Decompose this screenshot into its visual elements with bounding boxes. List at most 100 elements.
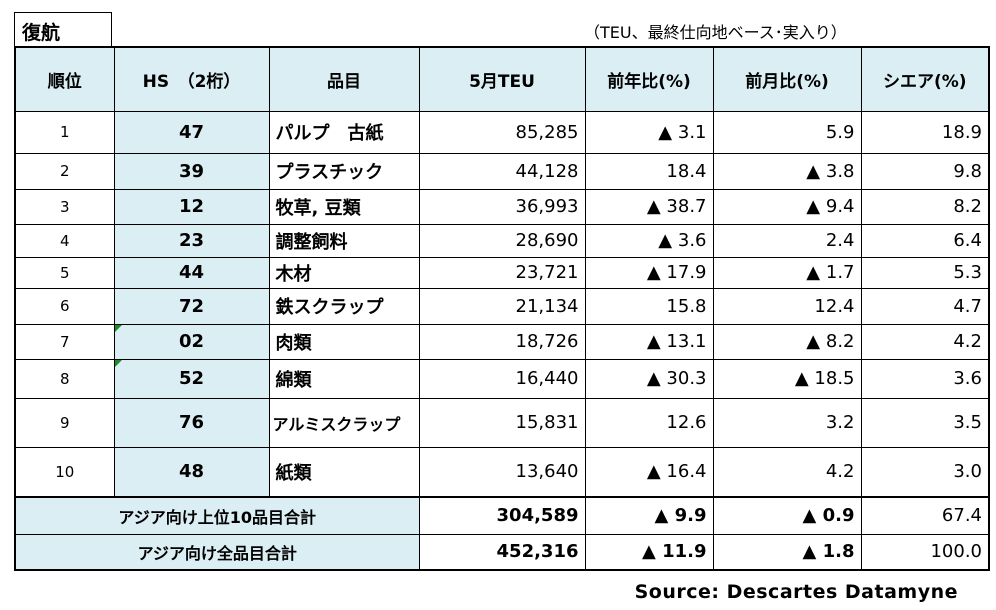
mom-cell: 3.2 bbox=[712, 397, 862, 448]
yoy-cell: 15.8 bbox=[584, 287, 714, 325]
teu-cell: 13,640 bbox=[418, 446, 586, 498]
item-cell: 木材 bbox=[268, 256, 420, 289]
share-cell: 4.7 bbox=[860, 287, 990, 325]
hs-cell: 44 bbox=[113, 256, 270, 289]
total-label: アジア向け上位10品目合計 bbox=[14, 496, 420, 535]
mom-cell: ▲ 8.2 bbox=[712, 323, 862, 360]
header-mom: 前月比(%) bbox=[712, 46, 862, 112]
table-row: 1 47 パルプ 古紙 85,285 ▲ 3.1 5.9 18.9 bbox=[14, 110, 990, 154]
header-teu: 5月TEU bbox=[418, 46, 586, 112]
unit-note: （TEU、最終仕向地ベース･実入り） bbox=[584, 23, 847, 42]
rank-cell: 3 bbox=[14, 188, 115, 225]
share-cell: 4.2 bbox=[860, 323, 990, 360]
rank-cell: 4 bbox=[14, 223, 115, 258]
teu-cell: 44,128 bbox=[418, 152, 586, 190]
yoy-cell: ▲ 13.1 bbox=[584, 323, 714, 360]
rank-cell: 5 bbox=[14, 256, 115, 289]
rank-cell: 8 bbox=[14, 358, 115, 399]
teu-cell: 18,726 bbox=[418, 323, 586, 360]
rank-cell: 10 bbox=[14, 446, 115, 498]
table-row: 6 72 鉄スクラップ 21,134 15.8 12.4 4.7 bbox=[14, 287, 990, 325]
hs-cell: 48 bbox=[113, 446, 270, 498]
teu-cell: 15,831 bbox=[418, 397, 586, 448]
table-row: 4 23 調整飼料 28,690 ▲ 3.6 2.4 6.4 bbox=[14, 223, 990, 258]
share-cell: 6.4 bbox=[860, 223, 990, 258]
mom-cell: ▲ 1.7 bbox=[712, 256, 862, 289]
total-share: 67.4 bbox=[860, 496, 990, 535]
item-cell: パルプ 古紙 bbox=[268, 110, 420, 154]
total-mom: ▲ 0.9 bbox=[712, 496, 862, 535]
table-row: 8 52 綿類 16,440 ▲ 30.3 ▲ 18.5 3.6 bbox=[14, 358, 990, 399]
hs-cell: 52 bbox=[113, 358, 270, 399]
total-yoy: ▲ 11.9 bbox=[584, 533, 714, 571]
rank-cell: 2 bbox=[14, 152, 115, 190]
hs-cell: 02 bbox=[113, 323, 270, 360]
hs-cell: 12 bbox=[113, 188, 270, 225]
rank-cell: 6 bbox=[14, 287, 115, 325]
teu-cell: 23,721 bbox=[418, 256, 586, 289]
total-yoy: ▲ 9.9 bbox=[584, 496, 714, 535]
share-cell: 3.6 bbox=[860, 358, 990, 399]
teu-cell: 36,993 bbox=[418, 188, 586, 225]
mom-cell: 5.9 bbox=[712, 110, 862, 154]
header-rank: 順位 bbox=[14, 46, 115, 112]
table-row: 5 44 木材 23,721 ▲ 17.9 ▲ 1.7 5.3 bbox=[14, 256, 990, 289]
hs-cell: 76 bbox=[113, 397, 270, 448]
yoy-cell: ▲ 30.3 bbox=[584, 358, 714, 399]
item-cell: プラスチック bbox=[268, 152, 420, 190]
header-hs: HS （2桁） bbox=[113, 46, 270, 112]
item-cell: 鉄スクラップ bbox=[268, 287, 420, 325]
header-yoy: 前年比(%) bbox=[584, 46, 714, 112]
title-box bbox=[14, 12, 112, 46]
hs-cell: 47 bbox=[113, 110, 270, 154]
header-row: 順位 HS （2桁） 品目 5月TEU 前年比(%) 前月比(%) シエア(%) bbox=[14, 46, 990, 112]
table-row: 3 12 牧草, 豆類 36,993 ▲ 38.7 ▲ 9.4 8.2 bbox=[14, 188, 990, 225]
mom-cell: ▲ 9.4 bbox=[712, 188, 862, 225]
item-cell: 肉類 bbox=[268, 323, 420, 360]
mom-cell: 4.2 bbox=[712, 446, 862, 498]
teu-cell: 21,134 bbox=[418, 287, 586, 325]
teu-cell: 28,690 bbox=[418, 223, 586, 258]
mom-cell: 2.4 bbox=[712, 223, 862, 258]
hs-code: 52 bbox=[178, 368, 205, 389]
yoy-cell: 18.4 bbox=[584, 152, 714, 190]
total-share: 100.0 bbox=[860, 533, 990, 571]
yoy-cell: ▲ 38.7 bbox=[584, 188, 714, 225]
table-row: 2 39 プラスチック 44,128 18.4 ▲ 3.8 9.8 bbox=[14, 152, 990, 190]
ranking-table: 順位 HS （2桁） 品目 5月TEU 前年比(%) 前月比(%) シエア(%)… bbox=[14, 46, 990, 571]
table-row: 9 76 アルミスクラップ 15,831 12.6 3.2 3.5 bbox=[14, 397, 990, 448]
header-share: シエア(%) bbox=[860, 46, 990, 112]
mom-cell: ▲ 18.5 bbox=[712, 358, 862, 399]
share-cell: 3.0 bbox=[860, 446, 990, 498]
header-item: 品目 bbox=[268, 46, 420, 112]
yoy-cell: ▲ 3.6 bbox=[584, 223, 714, 258]
table-row: 10 48 紙類 13,640 ▲ 16.4 4.2 3.0 bbox=[14, 446, 990, 498]
teu-cell: 16,440 bbox=[418, 358, 586, 399]
rank-cell: 7 bbox=[14, 323, 115, 360]
table-title: 復航 bbox=[22, 22, 61, 44]
yoy-cell: 12.6 bbox=[584, 397, 714, 448]
item-cell: 紙類 bbox=[268, 446, 420, 498]
total-row-top10: アジア向け上位10品目合計 304,589 ▲ 9.9 ▲ 0.9 67.4 bbox=[14, 496, 990, 535]
rank-cell: 1 bbox=[14, 110, 115, 154]
yoy-cell: ▲ 17.9 bbox=[584, 256, 714, 289]
share-cell: 3.5 bbox=[860, 397, 990, 448]
share-cell: 18.9 bbox=[860, 110, 990, 154]
yoy-cell: ▲ 16.4 bbox=[584, 446, 714, 498]
share-cell: 5.3 bbox=[860, 256, 990, 289]
yoy-cell: ▲ 3.1 bbox=[584, 110, 714, 154]
hs-cell: 39 bbox=[113, 152, 270, 190]
hs-cell: 72 bbox=[113, 287, 270, 325]
mom-cell: 12.4 bbox=[712, 287, 862, 325]
total-teu: 304,589 bbox=[418, 496, 586, 535]
total-teu: 452,316 bbox=[418, 533, 586, 571]
item-cell: 牧草, 豆類 bbox=[268, 188, 420, 225]
rank-cell: 9 bbox=[14, 397, 115, 448]
source-credit: Source: Descartes Datamyne bbox=[634, 581, 958, 603]
item-cell: 綿類 bbox=[268, 358, 420, 399]
hs-cell: 23 bbox=[113, 223, 270, 258]
share-cell: 9.8 bbox=[860, 152, 990, 190]
item-cell: アルミスクラップ bbox=[268, 397, 420, 448]
teu-cell: 85,285 bbox=[418, 110, 586, 154]
share-cell: 8.2 bbox=[860, 188, 990, 225]
